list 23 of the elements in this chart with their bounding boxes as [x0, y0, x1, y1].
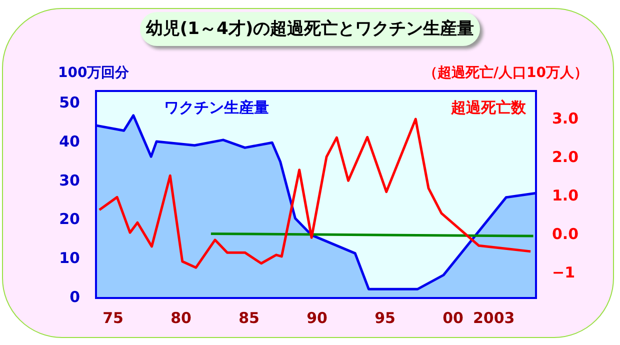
y-tick-label: 0: [70, 288, 80, 306]
y-axis-title: 100万回分: [58, 64, 130, 82]
x-tick-label: 00: [442, 308, 464, 327]
y2-tick-label: −1: [552, 263, 576, 282]
y-tick-label: 20: [59, 210, 80, 228]
y2-tick-label: 1.0: [552, 186, 579, 204]
x-tick-label: 2003: [472, 308, 515, 327]
x-tick-label: 75: [102, 308, 124, 327]
x-tick-label: 90: [306, 308, 328, 327]
x-tick-label: 80: [170, 308, 192, 327]
y-tick-label: 40: [59, 132, 80, 151]
y2-axis-title: （超過死亡/人口10万人）: [423, 64, 588, 82]
x-tick-label: 95: [374, 308, 396, 327]
y-tick-label: 10: [59, 249, 80, 268]
series-label: ワクチン生産量: [164, 98, 269, 116]
y2-tick-label: 3.0: [552, 109, 579, 128]
y2-tick-label: 2.0: [552, 148, 579, 166]
x-tick-label: 85: [238, 308, 260, 327]
y-tick-label: 30: [59, 171, 80, 190]
text: 超過死亡数: [450, 98, 527, 116]
y2-tick-label: 0.0: [552, 224, 579, 243]
chart-title: 幼児(1～4才)の超過死亡とワクチン生産量: [140, 12, 480, 46]
y-tick-label: 50: [59, 94, 80, 112]
